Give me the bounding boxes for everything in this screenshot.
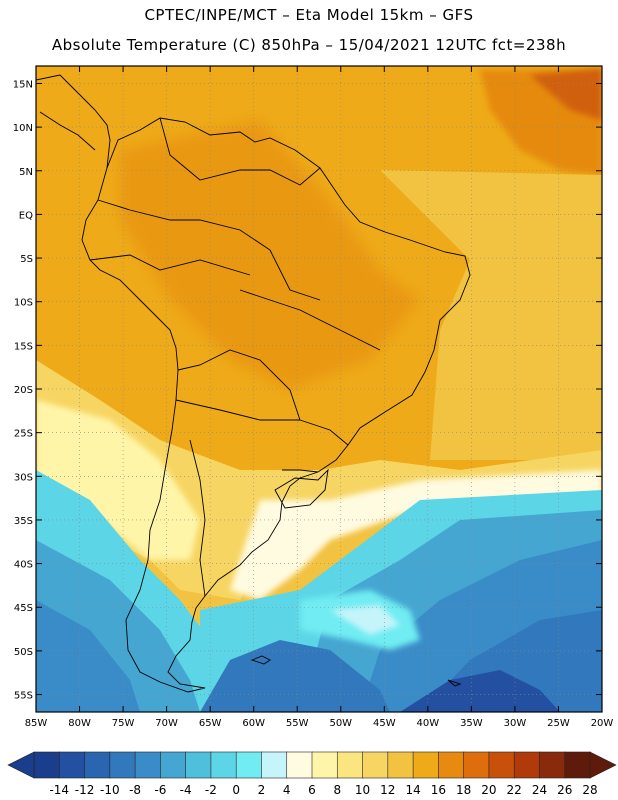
lat-tick-label: 55S (14, 691, 33, 702)
colorbar-label: 10 (355, 783, 370, 797)
lon-tick-label: 25W (547, 718, 570, 729)
colorbar-label: -2 (205, 783, 217, 797)
lon-tick-label: 70W (155, 718, 178, 729)
lon-tick-label: 45W (373, 718, 396, 729)
colorbar-label: -4 (180, 783, 192, 797)
colorbar-label: 0 (232, 783, 240, 797)
colorbar-under-arrow (7, 751, 35, 779)
colorbar-swatch (235, 751, 263, 779)
country-boundaries (36, 74, 471, 693)
colorbar-swatch (438, 751, 465, 779)
colorbar-swatch (463, 751, 490, 779)
lat-tick-label: 45S (14, 603, 33, 614)
colorbar-swatch (261, 751, 288, 779)
colorbar-over-arrow (589, 751, 617, 779)
colorbar-swatch (362, 751, 389, 779)
lat-tick-label: 10N (13, 123, 33, 134)
chart-title-line1: CPTEC/INPE/MCT – Eta Model 15km – GFS (144, 6, 474, 24)
lon-tick-label: 35W (460, 718, 483, 729)
colorbar-label: 12 (380, 783, 395, 797)
lat-tick-label: 15S (14, 341, 33, 352)
colorbar-label: 6 (308, 783, 316, 797)
lat-tick-label: 15N (13, 79, 33, 90)
lon-tick-label: 85W (25, 718, 48, 729)
colorbar-label: 26 (557, 783, 572, 797)
lat-tick-label: 50S (14, 647, 33, 658)
lat-tick-label: 40S (14, 560, 33, 571)
colorbar-swatch (387, 751, 414, 779)
lon-tick-label: 20W (591, 718, 614, 729)
lon-tick-label: 55W (286, 718, 309, 729)
colorbar-swatch (336, 751, 364, 779)
lon-tick-label: 80W (68, 718, 91, 729)
chart-title-line2: Absolute Temperature (C) 850hPa – 15/04/… (51, 36, 567, 54)
lon-tick-label: 65W (199, 718, 222, 729)
lat-tick-label: 5N (19, 167, 33, 178)
colorbar-swatch (160, 751, 187, 779)
colorbar-swatch (210, 751, 237, 779)
colorbar-swatch (134, 751, 162, 779)
lat-tick-label: 30S (14, 472, 33, 483)
colorbar-label: 28 (582, 783, 597, 797)
lat-tick-label: EQ (19, 210, 33, 221)
colorbar-swatch (513, 751, 541, 779)
colorbar-swatch (109, 751, 136, 779)
colorbar-swatch (84, 751, 111, 779)
colorbar-swatch (185, 751, 212, 779)
colorbar-swatch (488, 751, 515, 779)
colorbar-swatch (33, 751, 61, 779)
colorbar-label: 24 (532, 783, 547, 797)
lon-tick-label: 50W (329, 718, 352, 729)
lon-tick-label: 60W (242, 718, 265, 729)
colorbar-swatch (311, 751, 339, 779)
colorbar-label: 22 (507, 783, 522, 797)
map-axes: 15N 10N 5N EQ 5S 10S 15S 20S 25S 30S 35S 40S 45S 50S 5… (13, 66, 614, 729)
temperature-field (36, 66, 602, 712)
colorbar-label: -6 (154, 783, 166, 797)
colorbar-label: 16 (431, 783, 446, 797)
colorbar-label: 18 (456, 783, 471, 797)
colorbar-swatch (286, 751, 313, 779)
colorbar-label: 14 (405, 783, 420, 797)
colorbar-swatch (412, 751, 440, 779)
colorbar-label: 8 (333, 783, 341, 797)
lat-tick-label: 20S (14, 385, 33, 396)
lat-tick-label: 5S (20, 254, 33, 265)
colorbar: -14 -12 -10 -8 -6 -4 -2 0 2 4 6 8 10 12 14 16 18 20 22 24 26… (7, 751, 617, 797)
colorbar-swatch (58, 751, 86, 779)
lon-tick-label: 40W (417, 718, 440, 729)
colorbar-label: -8 (129, 783, 141, 797)
colorbar-swatch (564, 751, 591, 779)
colorbar-swatch (539, 751, 566, 779)
colorbar-label: -12 (75, 783, 95, 797)
lat-tick-label: 10S (14, 298, 33, 309)
lon-tick-label: 30W (504, 718, 527, 729)
colorbar-label: 2 (258, 783, 266, 797)
colorbar-label: -10 (100, 783, 120, 797)
colorbar-label: 20 (481, 783, 496, 797)
lon-tick-label: 75W (112, 718, 135, 729)
lat-tick-label: 25S (14, 429, 33, 440)
colorbar-label: 4 (283, 783, 291, 797)
colorbar-label: -14 (49, 783, 69, 797)
lat-tick-label: 35S (14, 516, 33, 527)
